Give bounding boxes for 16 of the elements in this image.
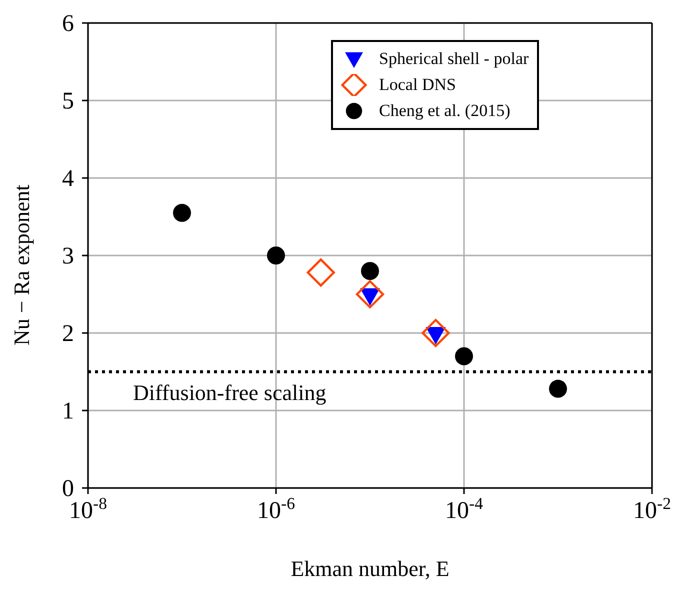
ref-line-label: Diffusion-free scaling <box>133 380 326 405</box>
legend-label: Cheng et al. (2015) <box>379 101 510 121</box>
y-tick-label: 0 <box>62 476 74 502</box>
y-tick-label: 2 <box>62 321 74 347</box>
y-tick-label: 1 <box>62 398 74 424</box>
legend-label: Spherical shell - polar <box>379 49 529 69</box>
y-tick-label: 6 <box>62 11 74 37</box>
x-tick-label: 10$^{-2}$ <box>633 494 671 524</box>
legend-label: Local DNS <box>379 75 456 95</box>
y-axis-title: Nu − Ra exponent <box>8 184 34 346</box>
x-tick-label: 10$^{-4}$ <box>445 494 484 524</box>
y-tick-label: 4 <box>62 166 74 192</box>
x-tick-label: 10$^{-6}$ <box>257 494 295 524</box>
x-axis-title: Ekman number, E <box>290 556 450 581</box>
y-tick-label: 5 <box>62 88 74 114</box>
y-tick-label: 3 <box>62 244 74 270</box>
